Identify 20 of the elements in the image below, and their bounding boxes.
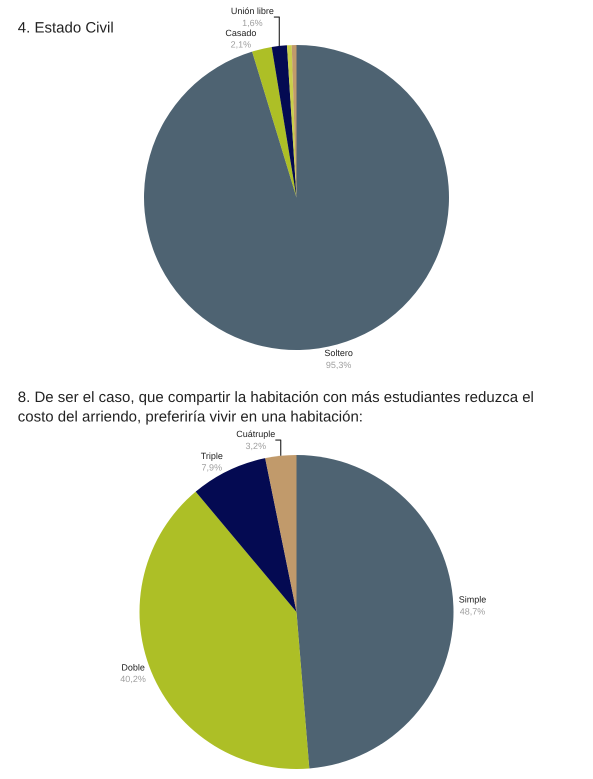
slice-label: Casado <box>225 28 256 38</box>
slice-label: Triple <box>200 450 223 461</box>
data-label: 40,2% <box>120 674 146 684</box>
slice-label: Simple <box>458 594 486 605</box>
chart-title: 8. De ser el caso, que compartir la habitación con más estudiantes reduzca el costo del arriendo, preferiría vivir en una habitación: <box>18 388 534 426</box>
slice-label: Unión libre <box>230 6 274 16</box>
data-label: 2,1% <box>230 40 252 50</box>
pie-slice <box>265 455 296 612</box>
text: 4. Estado Civil <box>18 19 114 36</box>
data-label: 3,2% <box>246 440 266 451</box>
slice-label: Cuátruple <box>236 429 276 440</box>
slice-label: Doble <box>121 662 145 672</box>
data-label: 95,3% <box>326 360 352 370</box>
data-label: 48,7% <box>460 606 486 616</box>
pie-slice <box>272 45 296 198</box>
pie-slice <box>252 47 296 198</box>
data-label: 1,6% <box>242 18 263 28</box>
data-label: 7,9% <box>202 462 222 473</box>
pie-slice <box>296 455 454 768</box>
slice-label: Soltero <box>324 348 353 358</box>
